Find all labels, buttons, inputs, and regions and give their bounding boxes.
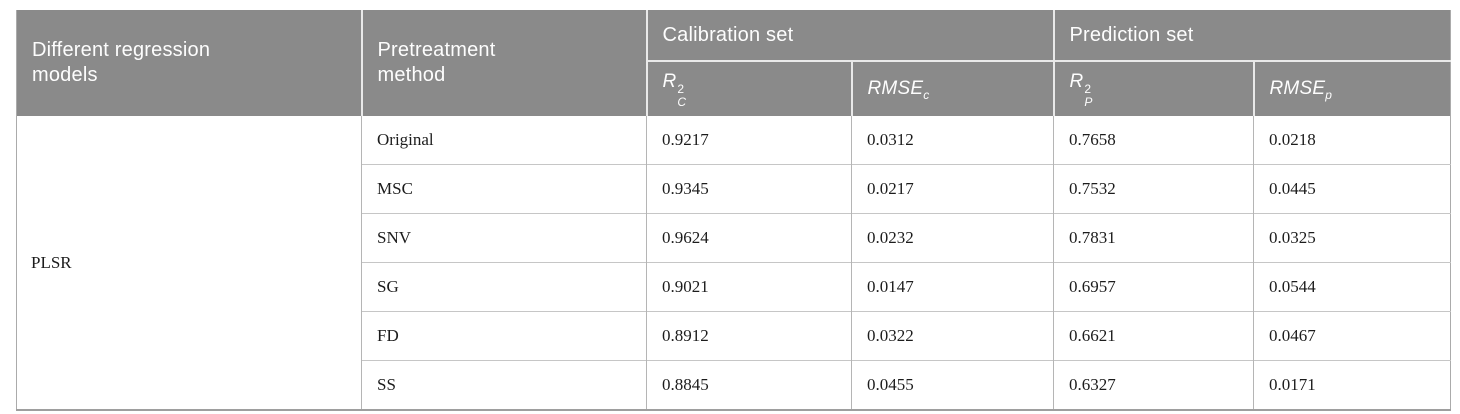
- value-cell: 0.7532: [1053, 164, 1254, 214]
- header-calibration-label: Calibration set: [662, 23, 794, 46]
- method-cell: MSC: [361, 164, 647, 214]
- r2p-superscript: 2: [1084, 81, 1092, 96]
- table-body: PLSR Original 0.9217 0.0312 0.7658 0.021…: [16, 116, 1451, 410]
- header-models: Different regression models: [16, 10, 362, 116]
- value-cell: 0.0217: [851, 164, 1054, 214]
- r2p-subscript: P: [1084, 94, 1093, 109]
- value-cell: 0.9624: [646, 213, 852, 263]
- value-cell: 0.9345: [646, 164, 852, 214]
- method-cell: SG: [361, 262, 647, 312]
- value-cell: 0.0455: [851, 360, 1054, 410]
- value-cell: 0.0171: [1252, 360, 1451, 410]
- value-cell: 0.0467: [1252, 311, 1451, 361]
- value-cell: 0.8912: [646, 311, 852, 361]
- model-cell-plsr: PLSR: [16, 116, 362, 410]
- header-rmsep: RMSEp: [1252, 60, 1451, 116]
- results-table: Different regression models Pretreatment…: [16, 10, 1452, 411]
- table-row: SS 0.8845 0.0455 0.6327 0.0171: [17, 360, 1451, 410]
- regression-results-table: Different regression models Pretreatment…: [16, 10, 1452, 411]
- table-row: MSC 0.9345 0.0217 0.7532 0.0445: [17, 164, 1451, 214]
- header-pretreatment: Pretreatment method: [360, 10, 647, 116]
- rmsec-subscript: c: [923, 87, 930, 102]
- value-cell: 0.0232: [851, 213, 1054, 263]
- r2c-subscript: C: [677, 94, 687, 109]
- method-cell: Original: [361, 116, 647, 165]
- r2c-base: R: [662, 70, 677, 92]
- rmsep-base: RMSE: [1269, 77, 1326, 99]
- r2p-base: R: [1069, 70, 1084, 92]
- value-cell: 0.0325: [1252, 213, 1451, 263]
- value-cell: 0.0445: [1252, 164, 1451, 214]
- value-cell: 0.0218: [1252, 116, 1451, 165]
- value-cell: 0.0147: [851, 262, 1054, 312]
- header-prediction-set: Prediction set: [1052, 10, 1451, 61]
- method-cell: SNV: [361, 213, 647, 263]
- table-row: SG 0.9021 0.0147 0.6957 0.0544: [17, 262, 1451, 312]
- table-row: SNV 0.9624 0.0232 0.7831 0.0325: [17, 213, 1451, 263]
- value-cell: 0.6957: [1053, 262, 1254, 312]
- value-cell: 0.9217: [646, 116, 852, 165]
- value-cell: 0.0544: [1252, 262, 1451, 312]
- group-header-row: Different regression models Pretreatment…: [16, 10, 1451, 116]
- method-cell: SS: [361, 360, 647, 410]
- table-row: PLSR Original 0.9217 0.0312 0.7658 0.021…: [16, 116, 1451, 410]
- value-cell: 0.7658: [1053, 116, 1254, 165]
- value-cell: 0.9021: [646, 262, 852, 312]
- header-pretreatment-label: Pretreatment method: [377, 39, 496, 86]
- value-cell: 0.6621: [1053, 311, 1254, 361]
- value-cell: 0.7831: [1053, 213, 1254, 263]
- table-row: FD 0.8912 0.0322 0.6621 0.0467: [17, 311, 1451, 361]
- method-cell: FD: [361, 311, 647, 361]
- value-cell: 0.6327: [1053, 360, 1254, 410]
- header-calibration-set: Calibration set: [645, 10, 1054, 61]
- rmsec-symbol: RMSEc: [867, 77, 930, 102]
- value-cell: 0.8845: [646, 360, 852, 410]
- header-models-label: Different regression models: [32, 39, 211, 86]
- r2c-superscript: 2: [677, 81, 685, 96]
- header-rmsec: RMSEc: [850, 60, 1054, 116]
- rmsec-base: RMSE: [867, 77, 924, 99]
- rmsep-symbol: RMSEp: [1269, 77, 1333, 102]
- rmsep-subscript: p: [1325, 87, 1333, 102]
- value-cell: 0.0322: [851, 311, 1054, 361]
- header-prediction-label: Prediction set: [1069, 23, 1194, 46]
- value-cell: 0.0312: [851, 116, 1054, 165]
- table-header: Different regression models Pretreatment…: [16, 10, 1451, 116]
